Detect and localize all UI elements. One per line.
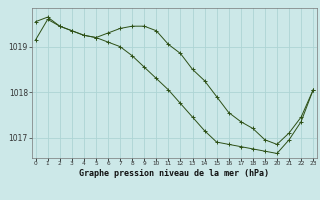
X-axis label: Graphe pression niveau de la mer (hPa): Graphe pression niveau de la mer (hPa) <box>79 169 269 178</box>
